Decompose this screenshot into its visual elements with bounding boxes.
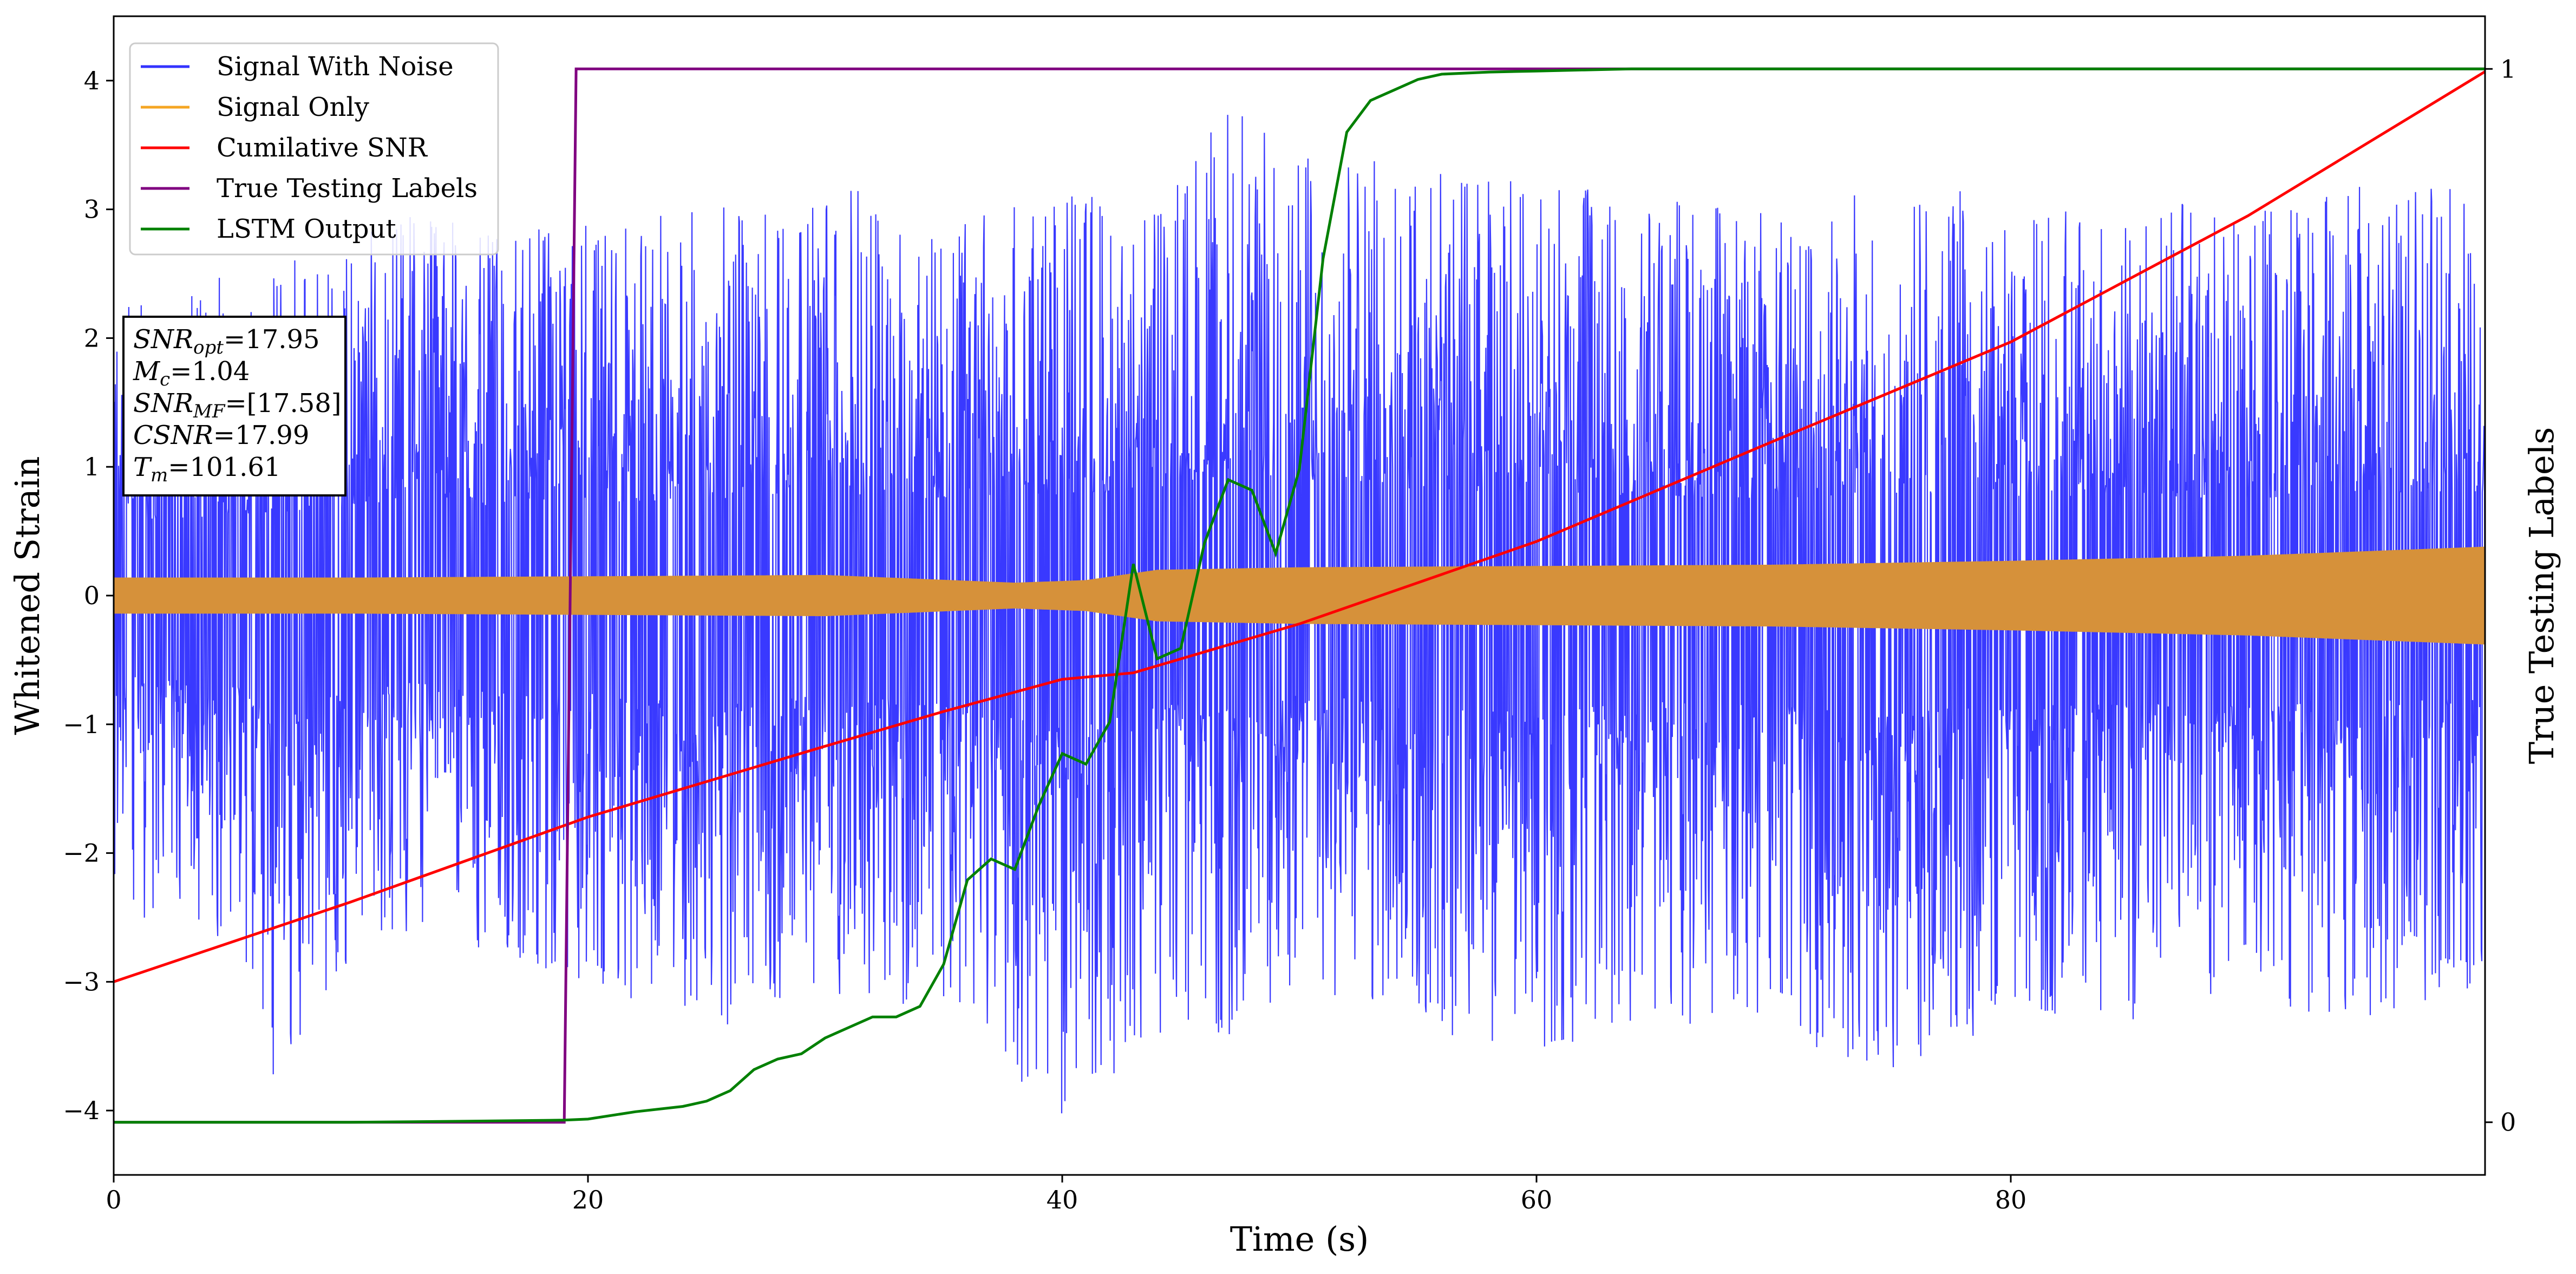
info-symbol: M xyxy=(133,356,161,387)
y2-tick-label: 0 xyxy=(2500,1108,2516,1137)
legend: Signal With Noise Signal Only Cumilative S… xyxy=(129,42,499,256)
info-value: =17.99 xyxy=(213,420,310,450)
y2-axis-title: True Testing Labels xyxy=(2522,427,2561,765)
info-subscript: c xyxy=(160,369,170,390)
plot-area xyxy=(114,67,2485,1124)
legend-box xyxy=(129,42,499,256)
series-cumilative-snr xyxy=(114,70,2485,983)
y-axis-title: Whitened Strain xyxy=(8,456,47,735)
y-tick-label: 2 xyxy=(84,323,100,352)
y-tick-label: −1 xyxy=(63,710,100,739)
info-subscript: opt xyxy=(193,337,224,358)
legend-label: Signal Only xyxy=(217,92,369,122)
info-value: =17.95 xyxy=(224,324,320,355)
x-tick-label: 60 xyxy=(1521,1185,1553,1214)
legend-label: LSTM Output xyxy=(217,214,396,244)
series-signal-with-noise xyxy=(114,115,2485,1114)
info-line: Tm=101.61 xyxy=(133,452,280,486)
info-value: =1.04 xyxy=(170,356,250,387)
info-line: SNRopt=17.95 xyxy=(133,324,320,358)
y-tick-label: −2 xyxy=(63,839,100,868)
legend-label: Cumilative SNR xyxy=(217,133,428,163)
info-line: SNRMF=[17.58] xyxy=(133,388,342,422)
y-tick-label: 4 xyxy=(84,66,100,95)
info-subscript: m xyxy=(151,465,168,486)
y-tick-label: 0 xyxy=(84,581,100,610)
x-tick-label: 80 xyxy=(1995,1185,2027,1214)
info-value: =[17.58] xyxy=(225,388,341,419)
x-axis-title: Time (s) xyxy=(1230,1219,1369,1259)
info-value: =101.61 xyxy=(168,452,280,482)
info-box: SNRopt=17.95Mc=1.04SNRMF=[17.58]CSNR=17.… xyxy=(122,316,346,496)
info-symbol: SNR xyxy=(133,324,193,355)
info-symbol: CSNR xyxy=(133,420,213,450)
y-tick-label: −3 xyxy=(63,967,100,996)
info-symbol: T xyxy=(133,452,152,482)
legend-label: Signal With Noise xyxy=(217,51,454,82)
info-symbol: SNR xyxy=(133,388,193,419)
legend-label: True Testing Labels xyxy=(217,173,478,204)
x-tick-label: 40 xyxy=(1047,1185,1078,1214)
info-box-frame xyxy=(122,316,346,496)
info-subscript: MF xyxy=(193,401,226,422)
y-tick-label: −4 xyxy=(63,1096,100,1125)
y-tick-label: 1 xyxy=(84,452,100,481)
x-tick-label: 20 xyxy=(572,1185,604,1214)
info-line: Mc=1.04 xyxy=(133,356,250,390)
series-signal-only xyxy=(114,546,2485,645)
y2-tick-label: 1 xyxy=(2500,54,2516,83)
y-tick-label: 3 xyxy=(84,195,100,224)
series-lstm-output xyxy=(114,67,2485,1124)
info-line: CSNR=17.99 xyxy=(133,420,309,450)
x-tick-label: 0 xyxy=(106,1185,121,1214)
